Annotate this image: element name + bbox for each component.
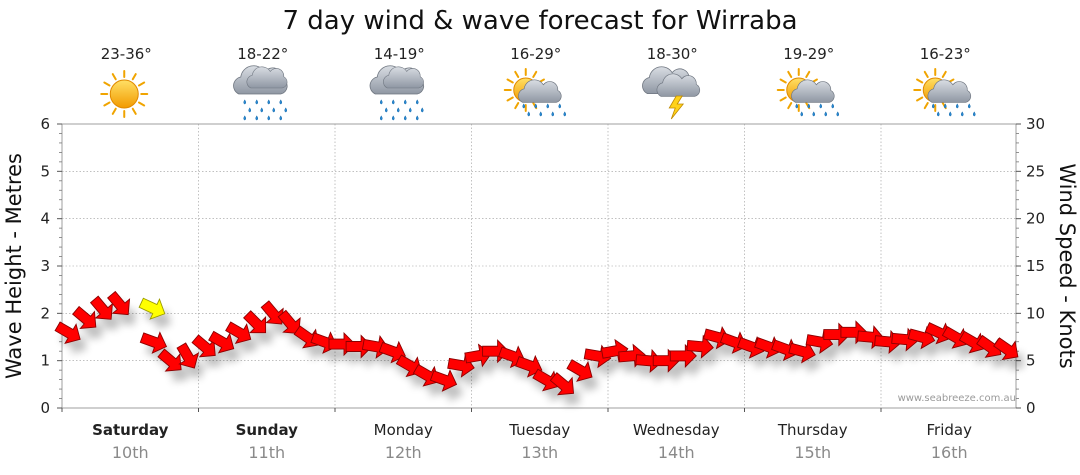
wind-arrow: [515, 354, 543, 378]
left-axis-label: Wave Height - Metres: [2, 153, 26, 379]
left-axis: 0 1 2 3 4 5 6: [40, 115, 62, 417]
day-label: Sunday: [236, 421, 299, 439]
right-tick-label: 10: [1026, 304, 1045, 322]
wind-arrow: [243, 310, 267, 334]
day-label: Tuesday: [508, 421, 570, 439]
left-tick-label: 1: [40, 352, 50, 370]
date-label: 15th: [794, 443, 831, 462]
wind-arrows: [54, 290, 1019, 396]
right-tick-label: 5: [1026, 352, 1036, 370]
right-tick-label: 30: [1026, 115, 1045, 133]
day-label: Thursday: [777, 421, 848, 439]
x-axis-labels: Saturday 10th Sunday 11th Monday 12th Tuesday 1…: [61, 408, 973, 462]
wind-arrow: [260, 300, 284, 325]
sun-cloud-rain-icon: [776, 68, 840, 117]
wind-arrow: [532, 368, 559, 392]
left-tick-label: 6: [40, 115, 50, 133]
wind-arrow: [958, 330, 985, 354]
day-label: Wednesday: [633, 421, 720, 439]
sun-cloud-rain-icon: [503, 68, 567, 117]
right-tick-label: 25: [1026, 162, 1045, 180]
day-label: Friday: [927, 421, 973, 439]
date-label: 11th: [248, 443, 285, 462]
watermark: www.seabreeze.com.au: [898, 393, 1016, 404]
wind-arrow: [157, 348, 182, 372]
day-temp: 19-29°: [783, 45, 834, 63]
wind-arrow: [72, 305, 97, 329]
date-label: 14th: [658, 443, 695, 462]
left-tick-label: 4: [40, 210, 50, 228]
day-headers: 23-36° 18-22° 14-19° 16-29° 18-30° 19-29° 16-2…: [100, 45, 976, 121]
wind-arrow: [208, 330, 235, 354]
wind-arrow: [941, 326, 968, 349]
wind-arrow: [191, 334, 216, 358]
date-label: 13th: [521, 443, 558, 462]
wind-arrow: [225, 321, 252, 345]
left-tick-label: 0: [40, 399, 50, 417]
wind-arrow: [277, 309, 301, 335]
wind-arrow-highlight: [138, 297, 166, 320]
day-temp: 23-36°: [101, 45, 152, 63]
sun-icon: [100, 70, 149, 118]
right-tick-label: 0: [1026, 399, 1036, 417]
day-temp: 18-30°: [647, 45, 698, 63]
day-label: Saturday: [92, 421, 169, 439]
sun-cloud-rain-icon: [913, 68, 976, 117]
left-tick-label: 3: [40, 257, 50, 275]
day-temp: 16-23°: [920, 45, 971, 63]
wind-arrow: [429, 369, 458, 392]
wind-arrow: [924, 322, 952, 345]
day-label: Monday: [374, 421, 433, 439]
wind-arrow: [549, 372, 575, 396]
right-axis-label: Wind Speed - Knots: [1055, 163, 1079, 368]
right-tick-label: 15: [1026, 257, 1045, 275]
wind-arrow: [686, 334, 714, 359]
cloud-lightning-icon: [642, 66, 701, 120]
plot-area: 0 1 2 3 4 5 6 0 5 10 15 20 25 30 www.seabreeze.com.a…: [40, 115, 1045, 417]
day-temp: 14-19°: [374, 45, 425, 63]
right-axis: 0 5 10 15 20 25 30: [1016, 115, 1045, 417]
wind-arrow: [993, 337, 1019, 361]
wind-arrow: [378, 340, 406, 364]
wind-arrow: [788, 340, 816, 364]
wind-arrow: [89, 295, 113, 320]
cloud-rain-icon: [369, 65, 425, 121]
wind-arrow: [54, 321, 81, 345]
left-tick-label: 2: [40, 304, 50, 322]
wind-arrow: [566, 359, 593, 382]
day-temp: 18-22°: [237, 45, 288, 63]
grid-lines: [62, 124, 1016, 408]
right-tick-label: 20: [1026, 210, 1045, 228]
cloud-rain-icon: [233, 65, 288, 121]
date-label: 12th: [385, 443, 422, 462]
wind-arrow: [107, 290, 131, 316]
date-label: 16th: [931, 443, 968, 462]
chart-title: 7 day wind & wave forecast for Wirraba: [282, 6, 797, 36]
day-temp: 16-29°: [510, 45, 561, 63]
left-tick-label: 5: [40, 162, 50, 180]
wind-arrow: [139, 331, 168, 354]
date-label: 10th: [112, 443, 149, 462]
wind-arrow: [176, 342, 200, 369]
